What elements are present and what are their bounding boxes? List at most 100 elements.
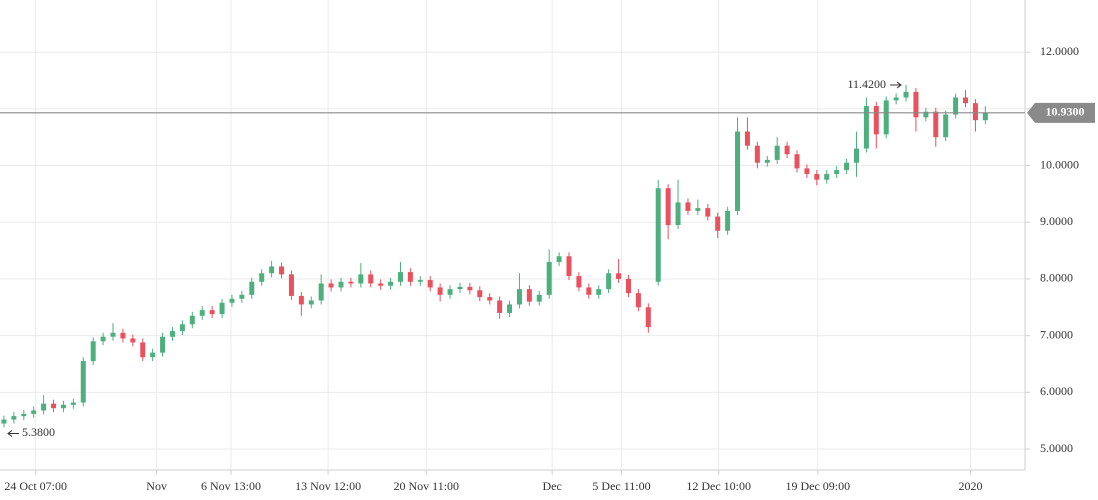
candle-body [814, 174, 820, 180]
x-tick-label: 2020 [958, 479, 982, 493]
x-tick-label: Nov [146, 479, 167, 493]
candle-body [368, 274, 374, 284]
candle-body [705, 208, 711, 217]
candle-body [497, 300, 503, 313]
candle-body [893, 97, 899, 101]
y-tick-label: 5.0000 [1040, 441, 1073, 455]
y-tick-label: 9.0000 [1040, 214, 1073, 228]
candle-body [774, 145, 780, 160]
y-tick-label: 10.0000 [1040, 157, 1079, 171]
candle-body [437, 287, 443, 295]
candle-body [269, 266, 275, 274]
candle-body [566, 256, 572, 277]
candle-body [804, 168, 810, 175]
candle-body [754, 145, 760, 163]
candle-body [447, 289, 453, 295]
candle-body [308, 300, 314, 305]
candle-body [863, 106, 869, 149]
x-tick-label: 20 Nov 11:00 [393, 479, 459, 493]
candle-body [635, 293, 641, 308]
candle-body [457, 286, 463, 290]
candle-body [1, 419, 7, 424]
candle-body [229, 298, 235, 303]
candle-body [189, 315, 195, 325]
candle-body [675, 202, 681, 226]
candle-body [467, 286, 473, 291]
candle-body [130, 338, 136, 343]
candle-body [586, 287, 592, 295]
candle-body [665, 188, 671, 226]
candle-body [784, 145, 790, 155]
candle-body [348, 281, 354, 284]
candle-body [844, 162, 850, 171]
candle-body [695, 208, 701, 211]
candle-body [407, 272, 413, 282]
candle-body [417, 280, 423, 282]
candle-body [982, 112, 988, 121]
last-price-box [1027, 102, 1095, 123]
candle-body [209, 310, 215, 315]
candle-body [556, 256, 562, 262]
candle-body [616, 273, 622, 279]
x-tick-label: 13 Nov 12:00 [295, 479, 361, 493]
annotation-label: 5.3800 [22, 425, 55, 439]
last-price-label: 10.9300 [1046, 105, 1085, 119]
x-tick-label: 12 Dec 10:00 [686, 479, 751, 493]
candle-body [120, 332, 126, 339]
candle-body [526, 289, 532, 302]
candle-body [179, 324, 185, 332]
candle-body [943, 114, 949, 138]
candle-body [358, 274, 364, 284]
candle-body [487, 297, 493, 301]
candle-body [853, 148, 859, 163]
candle-body [150, 352, 156, 358]
candle-body [31, 410, 37, 414]
x-tick-label: 6 Nov 13:00 [201, 479, 261, 493]
candle-body [953, 97, 959, 115]
candle-body [824, 174, 830, 180]
candle-body [903, 91, 909, 98]
candle-body [140, 342, 146, 358]
candle-body [41, 403, 47, 411]
candle-body [90, 341, 96, 362]
candle-body [655, 188, 661, 282]
candle-body [834, 170, 840, 175]
candle-body [873, 106, 879, 135]
candle-body [725, 210, 731, 231]
candle-body [338, 281, 344, 288]
candle-body [933, 111, 939, 138]
candle-body [963, 97, 969, 104]
candle-body [60, 404, 66, 409]
candle-body [516, 289, 522, 305]
candle-body [735, 131, 741, 211]
candle-body [160, 336, 166, 353]
x-tick-label: Dec [542, 479, 561, 493]
candle-body [427, 280, 433, 288]
candle-body [219, 302, 225, 315]
candle-body [288, 274, 294, 296]
annotation-arrow [890, 81, 902, 89]
candle-body [794, 154, 800, 169]
candle-body [100, 336, 106, 342]
candle-body [477, 290, 483, 298]
candle-body [764, 159, 770, 163]
candle-body [80, 361, 86, 403]
candle-body [645, 307, 651, 328]
candle-body [11, 416, 17, 420]
candle-body [388, 281, 394, 286]
y-tick-label: 7.0000 [1040, 327, 1073, 341]
candle-body [378, 283, 384, 286]
candle-body [972, 103, 978, 121]
candle-body [298, 295, 304, 305]
candle-body [249, 281, 255, 295]
candle-body [279, 266, 285, 275]
candle-body [507, 304, 513, 313]
candle-body [199, 310, 205, 316]
annotation-arrow [7, 430, 19, 437]
candle-body [328, 283, 334, 288]
x-tick-label: 19 Dec 09:00 [785, 479, 850, 493]
candle-body [110, 332, 116, 337]
y-tick-label: 8.0000 [1040, 271, 1073, 285]
candle-body [596, 289, 602, 295]
